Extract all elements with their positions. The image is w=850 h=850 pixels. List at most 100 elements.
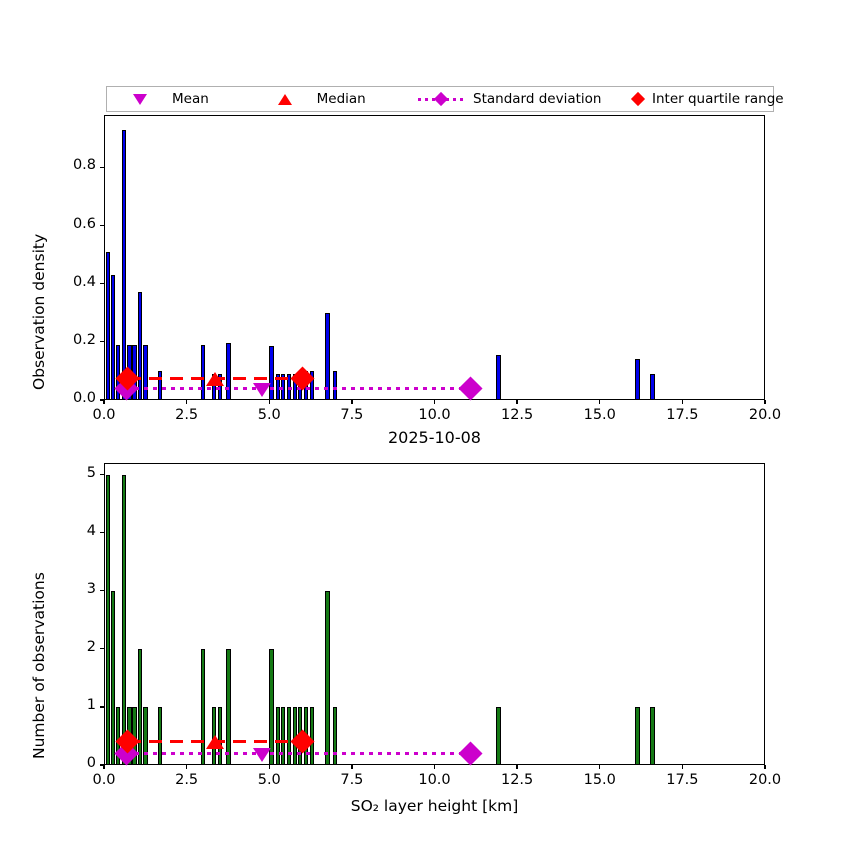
x-tick xyxy=(268,400,270,404)
y-tick xyxy=(100,224,104,227)
y-tick-label: 2 xyxy=(86,638,96,655)
y-tick-label: 4 xyxy=(86,522,96,539)
bar xyxy=(310,370,315,400)
y-tick-label: 5 xyxy=(86,464,96,481)
y-tick xyxy=(100,341,104,343)
bar xyxy=(269,648,274,765)
bar xyxy=(649,373,655,400)
y-tick-label: 0.6 xyxy=(72,215,96,232)
std-deviation-line xyxy=(126,751,471,755)
x-tick-label: 7.5 xyxy=(340,772,364,788)
x-tick xyxy=(764,400,766,404)
bar xyxy=(325,590,331,765)
x-tick xyxy=(599,765,601,769)
bar xyxy=(105,251,111,400)
median-marker xyxy=(205,371,224,386)
x-tick-label: 12.5 xyxy=(500,407,534,423)
x-tick-label: 15.0 xyxy=(583,407,616,423)
bar xyxy=(121,474,127,765)
bar xyxy=(157,706,163,765)
x-tick-label: 2.5 xyxy=(175,772,199,788)
bar xyxy=(495,706,501,765)
bar xyxy=(495,354,501,400)
x-tick xyxy=(185,400,188,404)
bar xyxy=(121,129,127,400)
y-tick xyxy=(100,532,104,534)
y-tick xyxy=(100,590,104,592)
x-tick-label: 20.0 xyxy=(748,772,782,788)
x-tick xyxy=(268,765,270,769)
bar xyxy=(105,474,111,765)
bar xyxy=(649,706,655,765)
y-tick xyxy=(100,706,104,708)
x-tick xyxy=(764,765,766,769)
y-tick-label: 0.8 xyxy=(72,157,96,174)
x-tick-label: 15.0 xyxy=(583,772,616,788)
bar xyxy=(157,370,163,400)
y-tick xyxy=(100,399,104,401)
legend-item-mean: Mean xyxy=(117,91,262,107)
bar xyxy=(269,346,274,400)
x-axis-label-text: SO₂ layer height [km] xyxy=(350,797,519,815)
x-tick-label: 5.0 xyxy=(257,407,281,423)
legend-marker-triangle-up xyxy=(262,92,308,106)
plot-area-top xyxy=(104,115,765,400)
y-tick-label: 0.4 xyxy=(72,273,96,290)
legend-label: Inter quartile range xyxy=(652,91,784,107)
bar xyxy=(332,706,338,765)
x-tick-label: 0.0 xyxy=(92,407,116,423)
x-tick xyxy=(103,400,105,404)
y-tick xyxy=(100,648,104,650)
bar xyxy=(281,706,286,765)
bar xyxy=(332,370,338,400)
y-tick xyxy=(100,283,104,285)
x-tick xyxy=(681,765,684,769)
y-tick-label: 0.2 xyxy=(72,331,96,348)
legend-item-median: Median xyxy=(262,91,418,107)
y-tick-label: 0.0 xyxy=(72,390,96,406)
x-tick xyxy=(351,400,353,404)
legend-label: Mean xyxy=(172,91,209,107)
bar xyxy=(226,343,231,400)
x-tick-label: 5.0 xyxy=(257,772,281,788)
x-tick-label: 20.0 xyxy=(748,407,782,423)
bar xyxy=(635,359,640,400)
bar xyxy=(635,706,640,765)
x-axis-label-bottom: SO₂ layer height [km] xyxy=(0,797,850,815)
y-axis-label-bottom: Number of observations xyxy=(30,572,48,759)
x-tick xyxy=(681,400,684,404)
x-tick-label: 12.5 xyxy=(500,772,534,788)
legend: Mean Median Standard deviation Inter quarti… xyxy=(106,86,784,112)
bar xyxy=(200,648,205,765)
bar xyxy=(110,590,116,765)
x-tick-label: 10.0 xyxy=(418,772,451,788)
x-tick-label: 17.5 xyxy=(666,407,699,423)
bar xyxy=(226,648,231,765)
y-tick-label: 3 xyxy=(86,580,96,597)
y-tick-label: 1 xyxy=(86,696,96,713)
legend-label: Standard deviation xyxy=(473,91,602,107)
x-tick xyxy=(599,400,601,404)
bar xyxy=(287,706,292,765)
x-tick xyxy=(433,400,436,404)
legend-item-standard-deviation: Standard deviation xyxy=(418,91,633,107)
legend-item-inter-quartile-range: Inter quartile range xyxy=(630,91,784,107)
mean-marker xyxy=(252,382,271,397)
bar xyxy=(137,292,142,400)
median-marker xyxy=(205,734,224,749)
middle-title: 2025-10-08 xyxy=(388,428,481,447)
y-tick xyxy=(100,166,104,168)
bar xyxy=(137,648,142,765)
x-tick-label: 7.5 xyxy=(340,407,364,423)
legend-triangle-down-icon xyxy=(133,93,147,105)
legend-marker-diamond xyxy=(418,91,464,107)
bar xyxy=(143,706,149,765)
bar xyxy=(143,344,149,400)
legend-marker-triangle-down xyxy=(117,92,163,106)
x-tick-label: 0.0 xyxy=(92,772,116,788)
legend-triangle-up-icon xyxy=(277,93,292,105)
x-tick xyxy=(516,765,518,769)
